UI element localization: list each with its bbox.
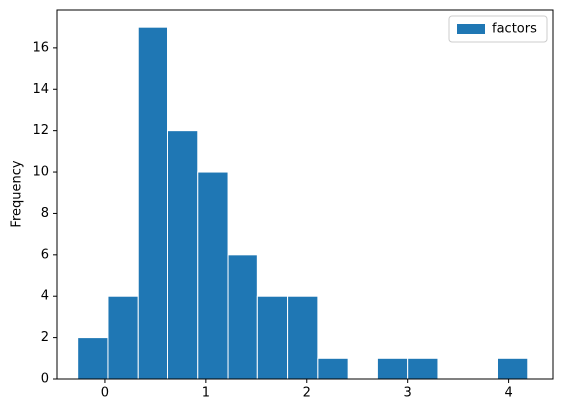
legend-box — [448, 15, 548, 43]
y-tick-label: 12 — [32, 123, 49, 138]
y-tick-label: 16 — [32, 40, 49, 55]
x-tick-label: 0 — [101, 386, 109, 401]
bar — [227, 254, 258, 380]
x-tick-label: 4 — [504, 386, 512, 401]
y-tick-label: 6 — [41, 247, 49, 262]
y-tick-label: 0 — [41, 372, 49, 387]
plot-frame — [56, 9, 554, 380]
bar — [137, 26, 169, 380]
bar — [317, 357, 349, 380]
bar — [496, 357, 529, 380]
y-tick-label: 8 — [41, 206, 49, 221]
x-tick-label: 3 — [404, 386, 412, 401]
y-tick-label: 10 — [32, 165, 49, 180]
bar — [407, 357, 439, 380]
bar — [256, 295, 289, 380]
y-axis-label: Frequency — [10, 160, 25, 227]
x-tick-label: 2 — [303, 386, 311, 401]
y-tick-label: 14 — [32, 82, 49, 97]
y-tick-label: 2 — [41, 330, 49, 345]
bar — [167, 130, 199, 380]
bar — [107, 295, 139, 380]
bar — [287, 295, 319, 380]
x-tick-label: 1 — [202, 386, 210, 401]
legend-swatch — [457, 24, 485, 34]
bar — [77, 337, 109, 380]
y-tick-label: 4 — [41, 289, 49, 304]
legend-label: factors — [492, 22, 537, 37]
bar — [376, 357, 409, 380]
bar — [197, 171, 229, 380]
